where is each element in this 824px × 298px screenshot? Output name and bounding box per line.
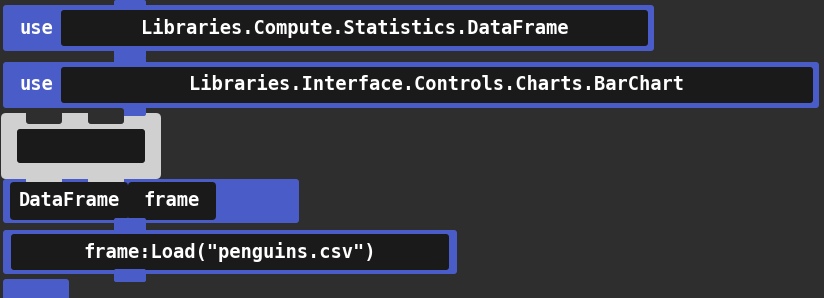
Text: frame:Load("penguins.csv"): frame:Load("penguins.csv") <box>84 242 377 262</box>
FancyBboxPatch shape <box>3 179 299 223</box>
FancyBboxPatch shape <box>114 0 146 13</box>
Text: Libraries.Compute.Statistics.DataFrame: Libraries.Compute.Statistics.DataFrame <box>141 18 569 38</box>
FancyBboxPatch shape <box>17 129 145 163</box>
FancyBboxPatch shape <box>88 108 124 124</box>
FancyBboxPatch shape <box>1 113 161 179</box>
FancyBboxPatch shape <box>11 234 449 270</box>
FancyBboxPatch shape <box>114 218 146 231</box>
FancyBboxPatch shape <box>26 108 62 124</box>
FancyBboxPatch shape <box>26 168 62 184</box>
FancyBboxPatch shape <box>3 62 819 108</box>
FancyBboxPatch shape <box>3 5 654 51</box>
Text: frame: frame <box>144 192 200 210</box>
FancyBboxPatch shape <box>61 67 813 103</box>
FancyBboxPatch shape <box>114 171 146 184</box>
Text: DataFrame: DataFrame <box>18 192 119 210</box>
FancyBboxPatch shape <box>114 57 146 70</box>
FancyBboxPatch shape <box>61 10 648 46</box>
FancyBboxPatch shape <box>114 225 146 238</box>
FancyBboxPatch shape <box>3 230 457 274</box>
FancyBboxPatch shape <box>114 269 146 282</box>
FancyBboxPatch shape <box>114 46 146 59</box>
FancyBboxPatch shape <box>114 103 146 116</box>
Text: use: use <box>19 18 53 38</box>
FancyBboxPatch shape <box>10 182 128 220</box>
FancyBboxPatch shape <box>88 168 124 184</box>
Text: Libraries.Interface.Controls.Charts.BarChart: Libraries.Interface.Controls.Charts.BarC… <box>190 75 685 94</box>
Text: use: use <box>19 75 53 94</box>
FancyBboxPatch shape <box>3 279 69 298</box>
FancyBboxPatch shape <box>128 182 216 220</box>
